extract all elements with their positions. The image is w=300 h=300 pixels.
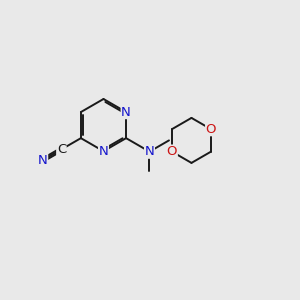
Text: N: N bbox=[38, 154, 48, 167]
Text: N: N bbox=[99, 145, 108, 158]
Text: O: O bbox=[206, 123, 216, 136]
Text: N: N bbox=[145, 145, 154, 158]
Text: N: N bbox=[121, 106, 131, 118]
Text: C: C bbox=[57, 143, 66, 156]
Text: O: O bbox=[167, 145, 177, 158]
